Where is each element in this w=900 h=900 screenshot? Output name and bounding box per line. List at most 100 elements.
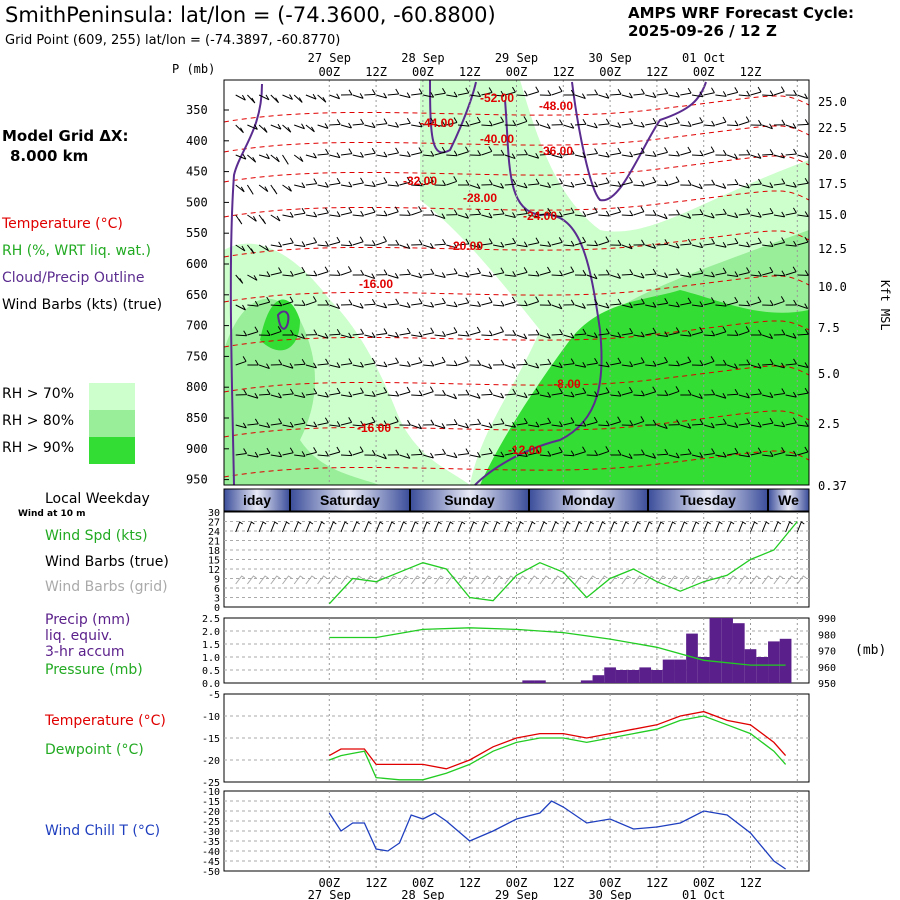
wind-barb — [446, 419, 458, 426]
grid-wind-barb — [715, 575, 725, 585]
wind-barb — [399, 327, 411, 336]
wind-barb — [668, 386, 680, 396]
weekday-label: Sunday — [444, 492, 495, 508]
wind-barb — [387, 239, 400, 246]
pressure-tick-label: 450 — [186, 165, 208, 179]
wind-barb — [726, 87, 739, 96]
wind-barb — [434, 297, 446, 306]
pressure-label: Pressure (mb) — [45, 662, 143, 678]
wind-barb — [493, 451, 505, 458]
wind-barb — [329, 362, 341, 368]
wind-barb — [773, 152, 785, 159]
wind-barb — [528, 296, 540, 306]
weekday-label: Saturday — [320, 492, 380, 508]
wind-barb — [715, 183, 727, 189]
wind-barb — [680, 330, 692, 337]
wind-barb — [645, 151, 657, 157]
wind-barb — [516, 392, 528, 399]
weekday-label: Monday — [562, 492, 615, 508]
dewpoint-label: Dewpoint (°C) — [45, 742, 144, 758]
wind-barb — [551, 86, 563, 96]
wind-barb — [469, 393, 481, 399]
grid-wind-barb — [773, 575, 784, 585]
wind-barb — [727, 271, 739, 278]
wind-barb — [621, 177, 633, 186]
wind-barb — [376, 118, 388, 126]
wind-barb — [609, 332, 622, 338]
wind-barb — [668, 419, 681, 426]
wind-barb — [726, 153, 738, 160]
wind-barb — [446, 360, 458, 367]
wind-barb — [504, 153, 516, 160]
wind-barb — [586, 122, 598, 129]
wind-barb — [305, 388, 318, 396]
surface-wind-barb — [492, 521, 501, 533]
wind-barb — [446, 327, 458, 336]
wind-barb — [539, 182, 552, 188]
grid-wind-barb — [235, 575, 245, 585]
height-tick-label: 17.5 — [818, 177, 847, 191]
wind-barb — [691, 452, 704, 458]
wind-barb — [785, 89, 798, 96]
wind-barb — [645, 360, 657, 367]
surface-wind-barb — [445, 521, 454, 533]
wind-barb — [305, 362, 317, 369]
wind-barb — [668, 176, 680, 186]
wind-barb — [387, 272, 399, 279]
wind-barb — [586, 358, 598, 366]
wind-barb — [258, 124, 268, 133]
wind-barb — [422, 92, 435, 98]
forecast-cycle-value: 2025-09-26 / 12 Z — [628, 22, 777, 40]
temperature-contour-label: -32.00 — [403, 174, 437, 188]
pressure-series — [329, 627, 786, 666]
wind-barb — [434, 146, 446, 156]
top-date-label: 30 Sep — [588, 51, 631, 65]
legend-temperature: Temperature (°C) — [2, 216, 123, 232]
cloud-outline — [429, 79, 477, 154]
wind-barb — [481, 422, 493, 429]
isotherm-line — [223, 155, 810, 183]
surface-wind-barb — [434, 521, 442, 533]
weekday-frame — [223, 488, 810, 512]
wind-barb — [551, 178, 563, 186]
temperature-contour-label: -20.00 — [449, 239, 483, 253]
wind-barb — [738, 418, 751, 426]
wind-barb — [294, 451, 306, 457]
wind-barb — [364, 357, 376, 366]
wind-barb — [668, 117, 680, 126]
wind-panel-tick-label: 6 — [214, 584, 220, 595]
wind-barb — [586, 416, 598, 426]
wind-barb — [340, 122, 353, 129]
wind-barb — [364, 148, 376, 156]
wind-barb — [364, 240, 376, 246]
wind-barb — [773, 237, 786, 246]
pressure-tick-label: 650 — [186, 288, 208, 302]
wind-barb — [317, 207, 329, 216]
surface-wind-barb — [714, 521, 723, 533]
wind-barb — [457, 271, 470, 278]
wind-barb — [539, 358, 552, 366]
wind-barb — [247, 94, 256, 104]
pressure-right-tick-label: 950 — [818, 679, 836, 690]
wind-barb — [399, 419, 411, 426]
wind-barb — [762, 208, 774, 216]
wind-barb — [645, 176, 657, 186]
wind-barb — [610, 390, 622, 397]
wind-barb — [668, 91, 680, 98]
wind-barb — [235, 304, 246, 311]
wind-barb — [656, 180, 669, 187]
wind-barb — [797, 270, 809, 276]
wind-barb — [235, 244, 246, 252]
wind-barb — [457, 238, 470, 246]
wind-barb — [282, 388, 294, 396]
wind-barb — [528, 86, 540, 96]
wind-barb — [773, 178, 786, 186]
wind-barb — [610, 449, 622, 456]
wind-barb — [715, 418, 727, 426]
top-hour-label: 00Z — [693, 65, 715, 79]
wind-barb — [703, 297, 715, 306]
temperature-label: Temperature (°C) — [45, 713, 166, 729]
precip-panel-tick-label: 0.5 — [202, 666, 220, 677]
wind-barb — [563, 240, 575, 247]
wind-barb — [481, 330, 493, 337]
